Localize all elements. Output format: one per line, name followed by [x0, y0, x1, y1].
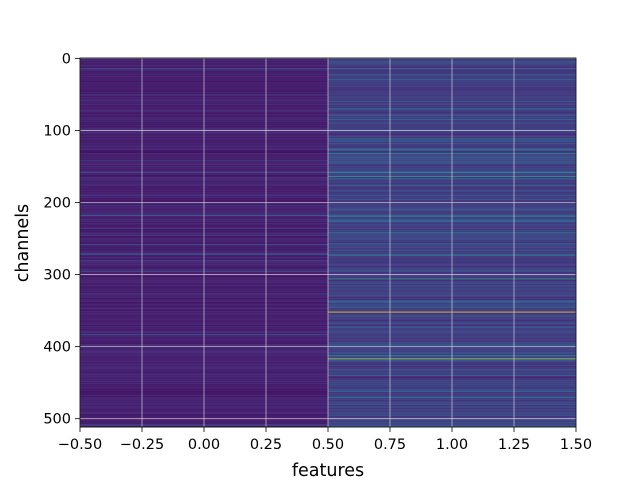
y-axis: 0 100 200 300 400 500: [43, 51, 80, 428]
y-tick-label: 400: [43, 340, 71, 356]
y-tick-label: 300: [43, 268, 71, 284]
x-tick-label: −0.25: [120, 437, 164, 453]
x-tick-label: 0.50: [312, 437, 344, 453]
x-tick-label: 1.50: [560, 437, 592, 453]
y-tick-label: 200: [43, 196, 71, 212]
x-tick-label: 0.75: [374, 437, 406, 453]
x-tick-label: 1.00: [436, 437, 468, 453]
x-tick-label: 0.25: [250, 437, 282, 453]
x-tick-label: 0.00: [188, 437, 220, 453]
x-axis: −0.50 −0.25 0.00 0.25 0.50 0.75 1.00 1.25 1.50: [58, 427, 592, 453]
x-tick-label: 1.25: [498, 437, 530, 453]
x-tick-label: −0.50: [58, 437, 102, 453]
y-tick-label: 0: [62, 51, 71, 67]
y-tick-label: 500: [43, 412, 71, 428]
x-axis-label: features: [292, 461, 364, 480]
y-tick-label: 100: [43, 123, 71, 139]
y-axis-label: channels: [13, 204, 33, 282]
